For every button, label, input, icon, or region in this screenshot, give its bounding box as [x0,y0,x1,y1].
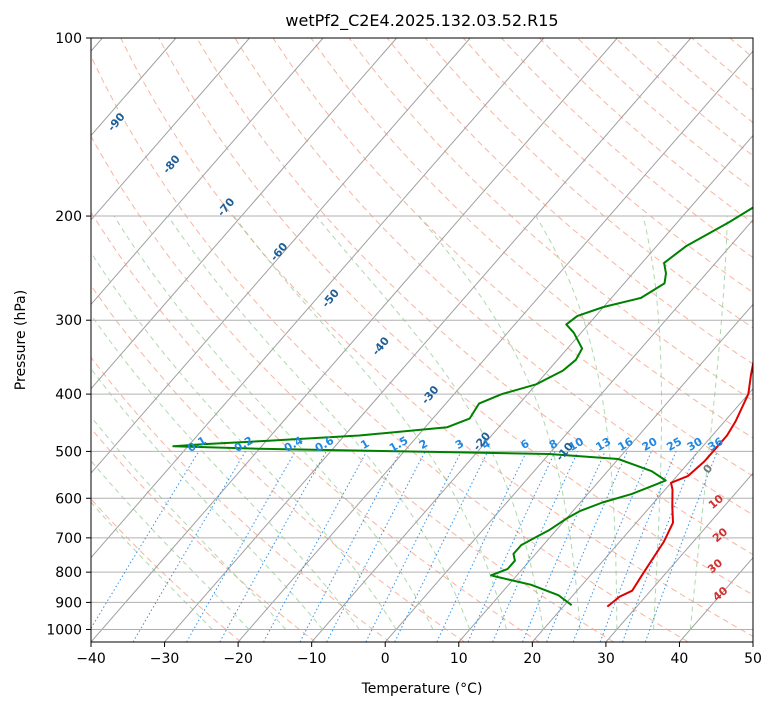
mixing-ratio-line [492,451,579,642]
mixing-ratio-line [599,451,677,642]
y-tick-label: 300 [55,313,82,329]
mixing-ratio-line [622,451,697,642]
x-tick-label: 30 [597,651,615,667]
isotherm-line [605,472,753,642]
temperature-profile-line [606,359,753,608]
dry-adiabat-line [120,38,753,638]
isotherm-line [531,387,753,642]
x-tick-label: 10 [450,651,468,667]
moist-adiabat-line [113,215,434,630]
x-tick-label: 20 [523,651,541,667]
isotherm-line [384,219,753,642]
dry-adiabat-line [348,38,753,402]
isotherm-line [458,303,753,642]
x-tick-label: −10 [297,651,327,667]
mixing-ratio-line [522,451,606,642]
y-tick-label: 400 [55,387,82,403]
plot-frame [90,37,754,643]
isotherm-line [91,38,471,474]
y-tick-label: 500 [55,444,82,460]
moist-adiabat-line [535,215,618,630]
dry-adiabat-line [91,427,316,642]
x-tick-label: 0 [381,651,390,667]
isotherm-line [91,38,398,390]
y-tick-label: 700 [55,531,82,547]
y-tick-label: 600 [55,491,82,507]
moist-adiabat-line [91,367,323,630]
dry-adiabat-line [91,135,614,642]
moist-adiabat-line [689,215,728,630]
isotherm-line [311,134,753,642]
dry-adiabat-line [91,498,242,642]
y-tick-label: 200 [55,209,82,225]
dry-adiabat-line [91,284,465,642]
plot-area [91,38,753,642]
isotherm-line [91,38,250,221]
x-tick-label: 50 [744,651,762,667]
isotherm-line [91,38,324,306]
background-lines [91,38,753,642]
x-tick-label: −20 [223,651,253,667]
mixing-ratio-line [546,451,628,642]
isotherm-line [237,50,753,642]
y-tick-label: 900 [55,595,82,611]
isotherm-line [91,38,618,642]
mixing-ratio-line [365,451,462,642]
dry-adiabat-line [386,38,753,365]
y-axis-label: Pressure (hPa) [13,290,29,390]
isotherm-line [91,38,545,559]
mixing-ratio-line [263,451,368,642]
moist-adiabat-line [418,215,581,630]
dry-adiabat-line [91,211,540,642]
mixing-ratio-line [644,451,718,642]
dewpoint-profile-line [172,206,753,606]
mixing-ratio-line [572,451,652,642]
dry-adiabat-line [91,356,391,642]
x-tick-label: −40 [76,651,106,667]
axis-ticks: −40 −30 −20 −10 0 10 20 30 40 50 100 200 300 400 500 60… [46,31,762,667]
mixing-ratio-line [91,451,200,630]
dry-adiabat-line [424,38,753,329]
x-tick-label: 40 [671,651,689,667]
x-axis-label: Temperature (°C) [361,681,483,697]
y-tick-label: 100 [55,31,82,47]
dry-adiabat-line [91,55,689,642]
y-tick-label: 1000 [46,622,82,638]
dry-adiabat-line [310,38,753,439]
y-tick-label: 800 [55,565,82,581]
chart-title: wetPf2_C2E4.2025.132.03.52.R15 [285,11,558,31]
moist-adiabat-line [642,215,663,630]
x-tick-label: −30 [150,651,180,667]
mixing-ratio-line [219,451,327,642]
isotherm-line [164,38,692,642]
profile-lines [172,206,753,608]
moist-adiabat-line [233,215,507,630]
